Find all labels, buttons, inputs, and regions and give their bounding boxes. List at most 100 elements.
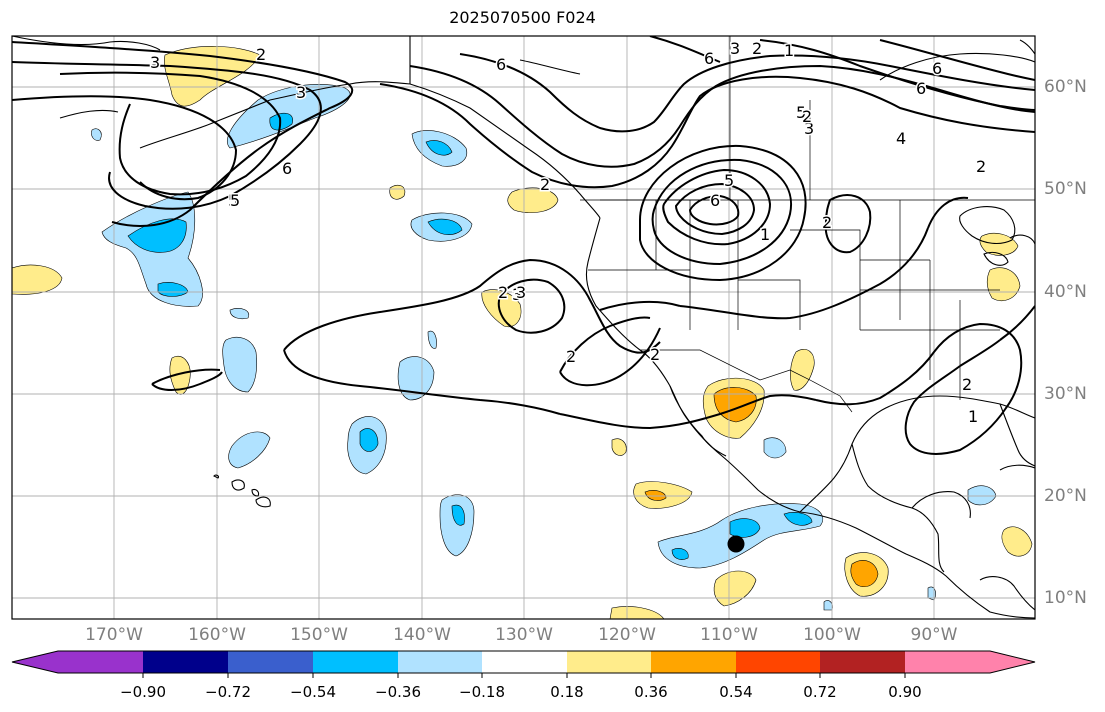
- negative-anomaly-area: [427, 330, 437, 349]
- lat-label: 50°N: [1044, 179, 1087, 199]
- contour-label: 5: [228, 191, 238, 210]
- contour-label: 1: [760, 225, 770, 244]
- negative-anomaly-area: [783, 512, 813, 526]
- contour-label: 1: [968, 407, 978, 426]
- positive-anomaly-area: [1001, 526, 1033, 557]
- contour-lines: [12, 36, 1035, 455]
- contour-label: 6: [932, 59, 942, 78]
- contour-label: 6: [710, 191, 720, 210]
- contour-label: 2: [566, 347, 576, 366]
- lon-label: 100°W: [803, 625, 861, 645]
- contour-label: 3: [804, 119, 814, 138]
- lat-label: 30°N: [1044, 384, 1087, 404]
- colorbar-segment: [820, 651, 905, 673]
- colorbar-segment: [12, 651, 143, 673]
- colorbar-tick-label: 0.54: [719, 683, 753, 701]
- negative-anomaly-area: [967, 485, 997, 506]
- colorbar-segment: [313, 651, 398, 673]
- contour-label: 2: [498, 283, 508, 302]
- colorbar-tick-label: 0.72: [803, 683, 837, 701]
- contour-label: 3: [516, 283, 526, 302]
- colorbar-segment: [398, 651, 482, 673]
- lon-label: 140°W: [393, 625, 451, 645]
- contour-label: 1: [784, 41, 794, 60]
- lat-label: 40°N: [1044, 282, 1087, 302]
- colorbar-segment: [905, 651, 1035, 673]
- lon-label: 160°W: [188, 625, 246, 645]
- lat-label: 20°N: [1044, 486, 1087, 506]
- colorbar-tick-label: −0.72: [205, 683, 251, 701]
- colorbar-tick-label: −0.18: [459, 683, 505, 701]
- positive-anomaly-area: [611, 438, 627, 456]
- contour-label: 2: [752, 39, 762, 58]
- contour-label: 3: [150, 53, 160, 72]
- contour-label: 2: [802, 107, 812, 126]
- contour-label: 3: [730, 39, 740, 58]
- positive-anomaly-area: [609, 606, 665, 619]
- negative-anomaly-area: [91, 128, 102, 141]
- colorbar-tick-label: 0.18: [550, 683, 584, 701]
- positive-anomaly-area: [507, 187, 559, 213]
- colorbar-tick-label: −0.54: [290, 683, 336, 701]
- negative-anomaly-area: [451, 504, 465, 526]
- negative-anomaly-area: [229, 308, 250, 320]
- contour-label: 2: [540, 175, 550, 194]
- negative-anomaly-area: [222, 337, 258, 393]
- positive-anomaly-area: [389, 184, 406, 200]
- colorbar: [11, 650, 1036, 678]
- negative-anomaly-area: [397, 356, 435, 401]
- colorbar-outline: [11, 650, 1036, 674]
- negative-anomaly-area: [439, 494, 475, 557]
- contour-label: 6: [496, 55, 506, 74]
- storm-center-marker: [727, 535, 745, 553]
- lat-label: 10°N: [1044, 588, 1087, 608]
- lon-label: 90°W: [910, 625, 958, 645]
- lon-label: 150°W: [290, 625, 348, 645]
- contour-label: 3: [296, 83, 306, 102]
- lon-label: 110°W: [700, 625, 758, 645]
- colorbar-segment: [143, 651, 228, 673]
- map-title: 2025070500 F024: [449, 8, 596, 27]
- contour-label: 2: [976, 157, 986, 176]
- negative-anomaly-area: [671, 548, 689, 560]
- positive-anomaly-area: [850, 560, 879, 587]
- colorbar-tick-label: 0.90: [888, 683, 922, 701]
- contour-label: 5: [724, 171, 734, 190]
- colorbar-segment: [736, 651, 820, 673]
- lon-label: 120°W: [598, 625, 656, 645]
- lon-label: 170°W: [85, 625, 143, 645]
- map-frame: [11, 35, 1036, 620]
- positive-anomaly-area: [644, 490, 667, 501]
- positive-anomaly-area: [12, 264, 63, 295]
- contour-label: 6: [282, 159, 292, 178]
- contour-label: 2: [822, 213, 832, 232]
- contour-label: 5: [796, 103, 806, 122]
- political-borders: [580, 36, 1035, 413]
- contour-labels: 3 2 3 6 5 6 2 6 5 6 3 2 1 5 3 2 6 4 6 5 …: [149, 38, 988, 428]
- coastlines: [12, 36, 1035, 619]
- negative-anomaly-area: [763, 437, 787, 459]
- lat-label: 60°N: [1044, 77, 1087, 97]
- contour-label: 2: [650, 345, 660, 364]
- contour-label: 3: [512, 285, 522, 304]
- positive-anomaly-area: [979, 233, 1019, 256]
- lon-label: 130°W: [495, 625, 553, 645]
- shaded-anomaly-areas: [12, 46, 1033, 619]
- negative-anomaly-area: [359, 428, 379, 452]
- negative-anomaly-area: [228, 431, 271, 469]
- contour-label: 5: [230, 191, 240, 210]
- contour-label: 2: [256, 45, 266, 64]
- colorbar-tick-label: 0.36: [634, 683, 668, 701]
- colorbar-tick-label: −0.90: [120, 683, 166, 701]
- colorbar-segment: [482, 651, 567, 673]
- positive-anomaly-area: [986, 267, 1021, 301]
- negative-anomaly-area: [425, 140, 453, 156]
- colorbar-segment: [651, 651, 736, 673]
- negative-anomaly-area: [127, 218, 187, 253]
- positive-anomaly-area: [169, 356, 191, 395]
- negative-anomaly-area: [269, 112, 293, 131]
- lat-lon-grid: [12, 36, 1035, 619]
- contour-label: 6: [704, 49, 714, 68]
- colorbar-tick-label: −0.36: [375, 683, 421, 701]
